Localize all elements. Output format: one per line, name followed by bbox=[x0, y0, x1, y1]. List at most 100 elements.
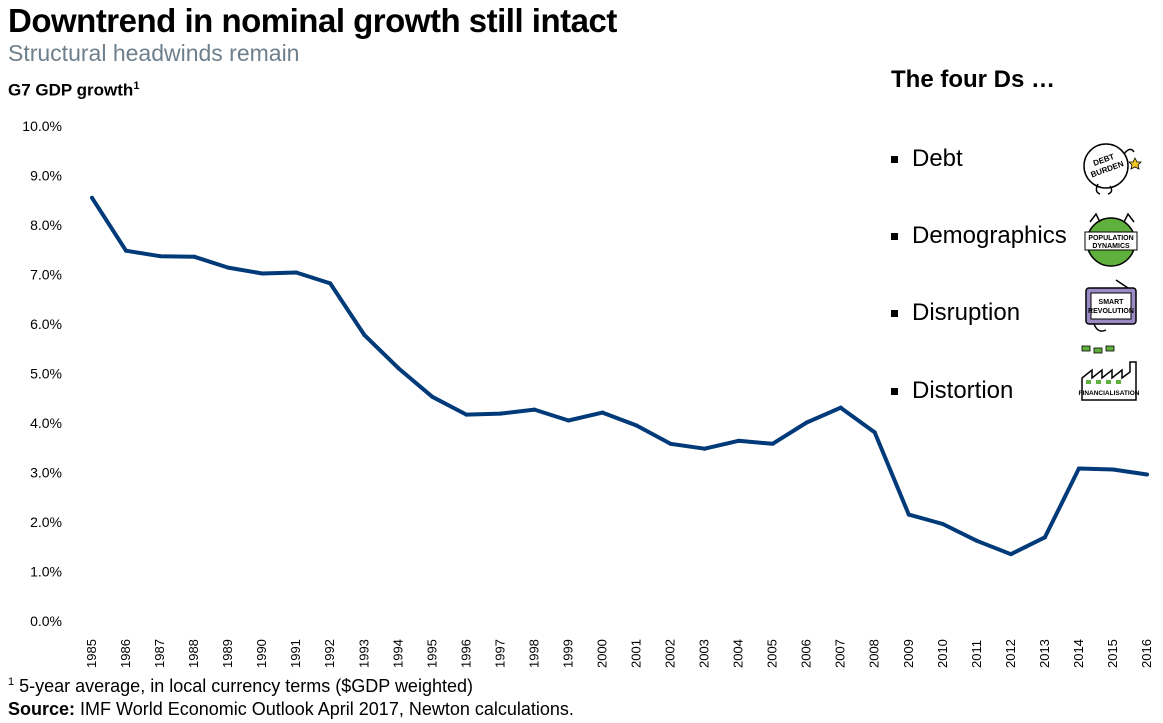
data-point bbox=[362, 332, 367, 337]
x-tick-label: 2010 bbox=[935, 639, 950, 668]
y-tick-label: 10.0% bbox=[22, 118, 62, 134]
ds-item-label: Debt bbox=[912, 145, 963, 172]
x-tick-label: 2013 bbox=[1037, 639, 1052, 668]
x-tick-label: 1985 bbox=[84, 639, 99, 668]
x-tick-label: 2006 bbox=[799, 639, 814, 668]
data-point bbox=[634, 423, 639, 428]
x-tick-label: 1997 bbox=[492, 639, 507, 668]
data-point bbox=[1008, 552, 1013, 557]
footnote: 1 5-year average, in local currency term… bbox=[8, 676, 473, 697]
data-point bbox=[498, 411, 503, 416]
y-tick-label: 8.0% bbox=[30, 217, 62, 233]
bullet-icon bbox=[891, 387, 898, 395]
y-tick-label: 0.0% bbox=[30, 613, 62, 629]
data-point bbox=[158, 254, 163, 259]
x-tick-label: 1989 bbox=[220, 639, 235, 668]
data-point bbox=[668, 441, 673, 446]
data-point bbox=[294, 270, 299, 275]
source-note: Source: IMF World Economic Outlook April… bbox=[8, 699, 574, 720]
data-point bbox=[328, 281, 333, 286]
smart-revolution-icon: SMART REVOLUTION bbox=[1085, 279, 1137, 332]
population-icon-text-2: DYNAMICS bbox=[1092, 243, 1130, 250]
data-point bbox=[90, 195, 94, 200]
x-tick-label: 1999 bbox=[560, 639, 575, 668]
y-tick-label: 5.0% bbox=[30, 366, 62, 382]
x-tick-label: 1986 bbox=[118, 639, 133, 668]
ds-item-label: Distortion bbox=[912, 377, 1014, 404]
x-tick-label: 2007 bbox=[833, 639, 848, 668]
data-point bbox=[192, 254, 197, 259]
financialisation-icon-text: FINANCIALISATION bbox=[1079, 390, 1140, 397]
y-tick-label: 6.0% bbox=[30, 316, 62, 332]
y-tick-label: 7.0% bbox=[30, 267, 62, 283]
ds-item-debt: Debt bbox=[891, 145, 963, 173]
data-point bbox=[1145, 472, 1149, 477]
y-tick-label: 3.0% bbox=[30, 465, 62, 481]
data-point bbox=[1076, 466, 1081, 471]
data-point bbox=[124, 248, 129, 253]
four-ds-heading: The four Ds … bbox=[891, 66, 1056, 93]
source-text: IMF World Economic Outlook April 2017, N… bbox=[75, 699, 574, 719]
ds-item-disruption: Disruption bbox=[891, 299, 1020, 327]
data-point bbox=[566, 418, 571, 423]
y-tick-label: 1.0% bbox=[30, 564, 62, 580]
data-point bbox=[396, 366, 401, 371]
x-tick-label: 1998 bbox=[526, 639, 541, 668]
x-tick-label: 2014 bbox=[1071, 639, 1086, 668]
data-point bbox=[532, 407, 537, 412]
x-tick-label: 1996 bbox=[458, 639, 473, 668]
data-point bbox=[940, 521, 945, 526]
smart-icon-text-2: REVOLUTION bbox=[1088, 308, 1134, 315]
data-point bbox=[702, 446, 707, 451]
x-tick-label: 1995 bbox=[424, 639, 439, 668]
x-tick-label: 2001 bbox=[629, 639, 644, 668]
debt-burden-icon: DEBT BURDEN bbox=[1083, 143, 1142, 195]
data-point bbox=[226, 265, 231, 270]
x-tick-label: 2015 bbox=[1105, 639, 1120, 668]
y-tick-label: 2.0% bbox=[30, 514, 62, 530]
ds-item-label: Disruption bbox=[912, 299, 1021, 326]
financialisation-icon: FINANCIALISATION bbox=[1079, 345, 1140, 401]
x-tick-label: 2016 bbox=[1139, 639, 1154, 668]
data-point bbox=[260, 271, 265, 276]
data-point bbox=[736, 438, 741, 443]
x-tick-label: 1991 bbox=[288, 639, 303, 668]
x-tick-label: 1992 bbox=[322, 639, 337, 668]
data-point bbox=[1042, 535, 1047, 540]
bullet-icon bbox=[891, 309, 898, 317]
data-point bbox=[838, 405, 843, 410]
x-tick-label: 2002 bbox=[663, 639, 678, 668]
y-axis-label-footnote-mark: 1 bbox=[133, 80, 140, 92]
x-tick-label: 2008 bbox=[867, 639, 882, 668]
data-point bbox=[600, 410, 605, 415]
x-tick-label: 2004 bbox=[731, 639, 746, 668]
data-point bbox=[1110, 467, 1115, 472]
population-icon-text-1: POPULATION bbox=[1088, 235, 1133, 242]
data-point bbox=[464, 412, 469, 417]
x-tick-label: 2000 bbox=[594, 639, 609, 668]
smart-icon-text-1: SMART bbox=[1099, 299, 1125, 306]
chart-title: Downtrend in nominal growth still intact bbox=[8, 2, 617, 39]
x-tick-label: 2003 bbox=[697, 639, 712, 668]
ds-item-distortion: Distortion bbox=[891, 377, 1013, 405]
y-tick-label: 9.0% bbox=[30, 168, 62, 184]
x-tick-label: 2011 bbox=[969, 640, 984, 668]
y-tick-label: 4.0% bbox=[30, 415, 62, 431]
footnote-mark: 1 bbox=[8, 676, 15, 688]
source-label: Source: bbox=[8, 699, 76, 719]
data-point bbox=[906, 512, 911, 517]
bullet-icon bbox=[891, 232, 898, 240]
x-tick-label: 1987 bbox=[152, 639, 167, 668]
y-axis-label-text: G7 GDP growth bbox=[8, 80, 134, 100]
data-point bbox=[804, 420, 809, 425]
data-point bbox=[872, 430, 877, 435]
ds-item-label: Demographics bbox=[912, 222, 1067, 249]
x-tick-label: 1988 bbox=[186, 639, 201, 668]
bullet-icon bbox=[891, 155, 898, 163]
x-tick-label: 2012 bbox=[1003, 639, 1018, 668]
x-tick-label: 1993 bbox=[356, 639, 371, 668]
ds-item-demographics: Demographics bbox=[891, 222, 1067, 250]
footnote-text: 5-year average, in local currency terms … bbox=[14, 676, 473, 696]
x-tick-label: 1994 bbox=[390, 639, 405, 668]
